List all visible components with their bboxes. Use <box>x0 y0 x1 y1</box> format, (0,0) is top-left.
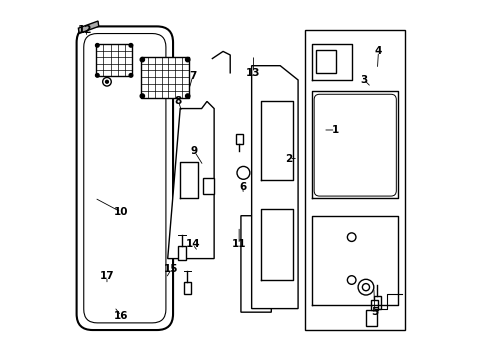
Text: 2: 2 <box>285 154 292 163</box>
Circle shape <box>95 44 99 47</box>
Text: 17: 17 <box>100 271 114 282</box>
Polygon shape <box>183 282 190 294</box>
Circle shape <box>129 73 132 77</box>
Circle shape <box>105 80 108 83</box>
Polygon shape <box>373 296 380 309</box>
Text: 8: 8 <box>174 96 182 107</box>
Polygon shape <box>241 216 271 312</box>
Circle shape <box>185 94 189 98</box>
Text: 16: 16 <box>114 311 128 321</box>
Polygon shape <box>235 134 242 144</box>
Text: 3: 3 <box>360 75 367 85</box>
Bar <box>141 57 189 98</box>
Text: 14: 14 <box>185 239 200 249</box>
Circle shape <box>185 58 189 62</box>
Bar <box>203 178 214 194</box>
Polygon shape <box>305 30 405 330</box>
Polygon shape <box>167 102 214 258</box>
Circle shape <box>95 73 99 77</box>
Bar <box>96 44 132 76</box>
Text: 4: 4 <box>374 46 381 57</box>
Text: 15: 15 <box>163 264 178 274</box>
Text: 10: 10 <box>114 207 128 217</box>
Polygon shape <box>251 66 298 309</box>
Text: 12: 12 <box>78 25 93 35</box>
Circle shape <box>129 44 132 47</box>
Text: 9: 9 <box>190 147 198 157</box>
Polygon shape <box>365 310 376 327</box>
Text: 5: 5 <box>370 307 378 317</box>
Text: 11: 11 <box>231 239 246 249</box>
Text: 6: 6 <box>239 182 246 192</box>
Bar <box>315 50 335 73</box>
Polygon shape <box>370 300 378 310</box>
Polygon shape <box>178 246 185 260</box>
Circle shape <box>140 94 144 98</box>
Polygon shape <box>78 21 99 33</box>
Text: 13: 13 <box>245 68 260 78</box>
Circle shape <box>140 58 144 62</box>
Text: 1: 1 <box>331 125 339 135</box>
Text: 7: 7 <box>189 71 196 81</box>
